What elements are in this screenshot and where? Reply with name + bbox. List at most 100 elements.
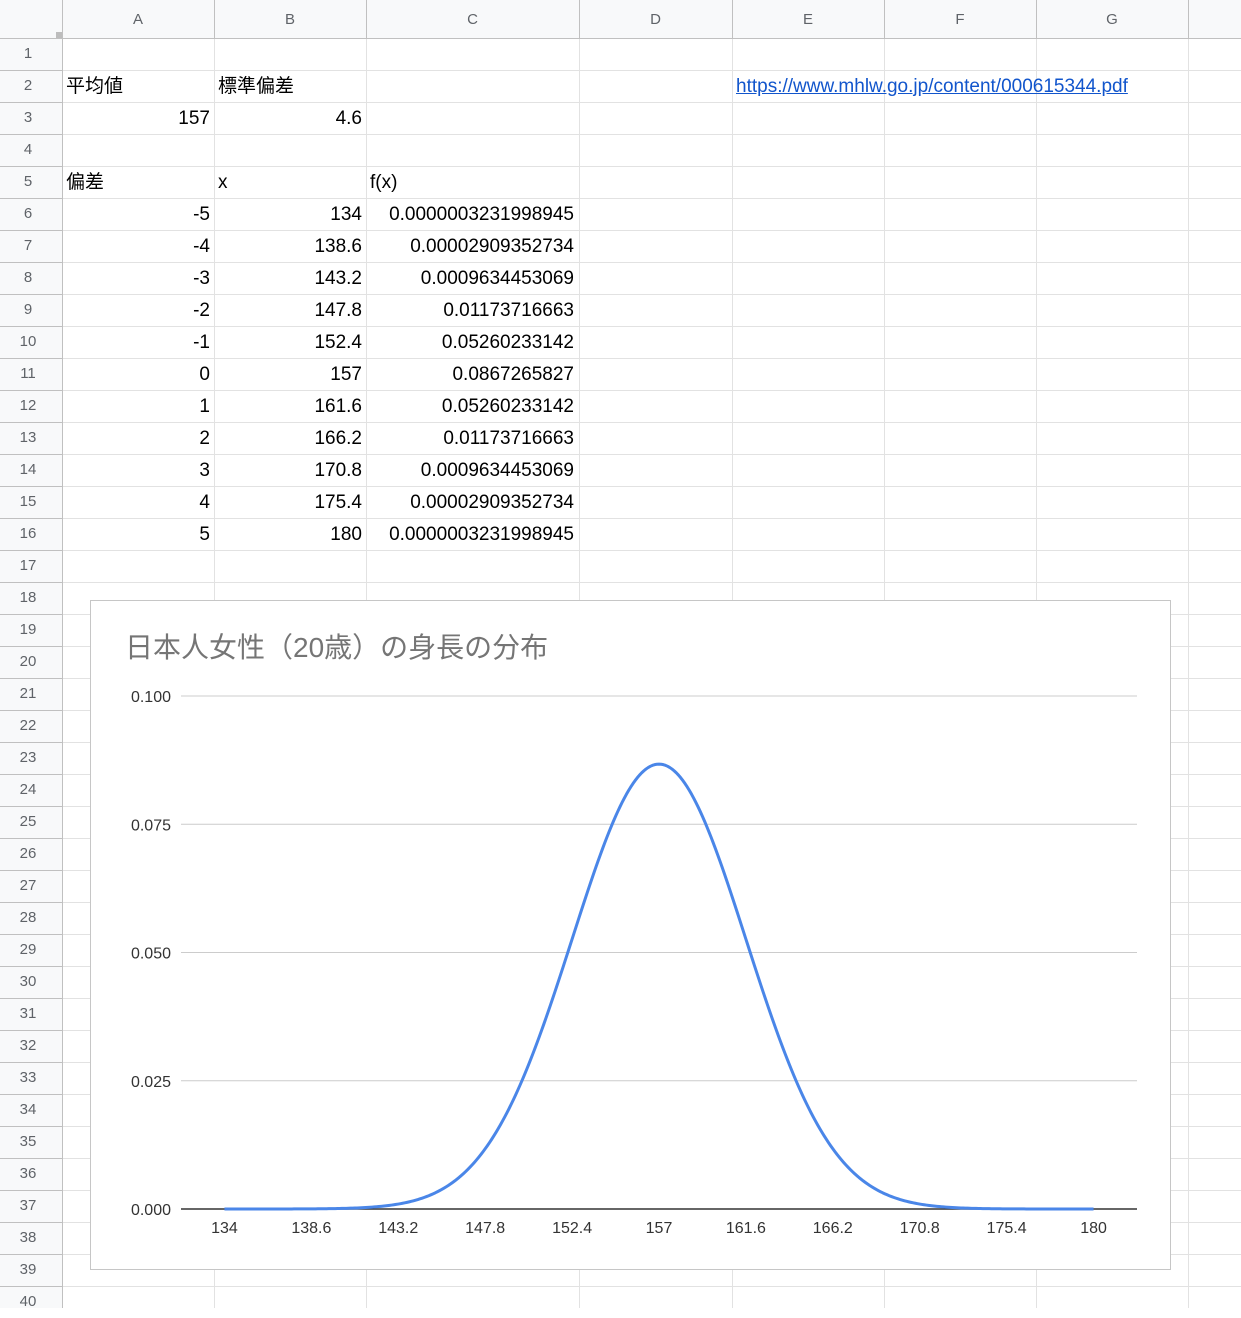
x-tick-label: 152.4 [552, 1220, 592, 1237]
cell-a5[interactable]: 偏差 [66, 172, 105, 193]
row-header-37[interactable]: 37 [19, 1197, 37, 1214]
cell-b9[interactable]: 147.8 [314, 300, 362, 321]
cell-a12[interactable]: 1 [199, 396, 210, 417]
cell-a11[interactable]: 0 [199, 364, 210, 385]
row-header-34[interactable]: 34 [19, 1101, 37, 1118]
cell-c9[interactable]: 0.01173716663 [443, 300, 574, 321]
y-tick-label: 0.050 [131, 946, 171, 963]
row-header-19[interactable]: 19 [19, 621, 37, 638]
cell-c8[interactable]: 0.0009634453069 [420, 268, 574, 289]
cell-a8[interactable]: -3 [193, 268, 210, 289]
row-header-17[interactable]: 17 [19, 557, 37, 574]
cell-c14[interactable]: 0.0009634453069 [420, 460, 574, 481]
row-header-6[interactable]: 6 [23, 205, 33, 222]
cell-c5[interactable]: f(x) [370, 172, 398, 193]
column-header-a[interactable]: A [132, 11, 143, 28]
row-header-28[interactable]: 28 [19, 909, 37, 926]
row-header-7[interactable]: 7 [23, 237, 33, 254]
row-header-21[interactable]: 21 [19, 685, 37, 702]
row-header-25[interactable]: 25 [19, 813, 37, 830]
row-header-10[interactable]: 10 [19, 333, 37, 350]
cell-a14[interactable]: 3 [199, 460, 210, 481]
x-tick-label: 166.2 [813, 1220, 853, 1237]
row-header-12[interactable]: 12 [19, 397, 37, 414]
x-tick-label: 134 [211, 1220, 238, 1237]
cell-a10[interactable]: -1 [193, 332, 210, 353]
cell-c16[interactable]: 0.0000003231998945 [389, 524, 574, 545]
row-header-5[interactable]: 5 [23, 173, 33, 190]
cell-c13[interactable]: 0.01173716663 [443, 428, 574, 449]
cell-b16[interactable]: 180 [330, 524, 362, 545]
row-header-31[interactable]: 31 [19, 1005, 37, 1022]
row-header-11[interactable]: 11 [20, 365, 36, 382]
row-header-33[interactable]: 33 [19, 1069, 37, 1086]
row-header-15[interactable]: 15 [19, 493, 37, 510]
cell-b11[interactable]: 157 [330, 364, 362, 385]
cell-a2[interactable]: 平均値 [66, 76, 124, 97]
cell-b6[interactable]: 134 [330, 204, 362, 225]
row-header-36[interactable]: 36 [19, 1165, 37, 1182]
row-header-3[interactable]: 3 [23, 109, 33, 126]
column-header-e[interactable]: E [802, 11, 813, 28]
column-header-f[interactable]: F [955, 11, 965, 28]
row-header-4[interactable]: 4 [23, 141, 33, 158]
cell-a13[interactable]: 2 [199, 428, 210, 449]
row-header-1[interactable]: 1 [23, 45, 33, 62]
x-tick-label: 147.8 [465, 1220, 505, 1237]
row-header-9[interactable]: 9 [23, 301, 33, 318]
row-header-13[interactable]: 13 [19, 429, 37, 446]
cell-b7[interactable]: 138.6 [314, 236, 362, 257]
row-header-39[interactable]: 39 [19, 1261, 37, 1278]
column-header-c[interactable]: C [467, 11, 478, 28]
row-header-38[interactable]: 38 [19, 1229, 37, 1246]
row-header-27[interactable]: 27 [19, 877, 37, 894]
row-header-40[interactable]: 40 [19, 1293, 37, 1310]
row-header-2[interactable]: 2 [23, 77, 33, 94]
row-header-18[interactable]: 18 [19, 589, 37, 606]
row-header-32[interactable]: 32 [19, 1037, 37, 1054]
cell-a7[interactable]: -4 [193, 236, 210, 257]
cell-b2[interactable]: 標準偏差 [218, 76, 295, 97]
row-header-29[interactable]: 29 [19, 941, 37, 958]
x-tick-label: 138.6 [291, 1220, 331, 1237]
cell-a16[interactable]: 5 [199, 524, 210, 545]
chart-title: 日本人女性（20歳）の身長の分布 [125, 632, 548, 663]
cell-b5[interactable]: x [218, 172, 228, 193]
cell-b8[interactable]: 143.2 [314, 268, 362, 289]
y-tick-label: 0.075 [131, 817, 171, 834]
column-header-g[interactable]: G [1106, 11, 1118, 28]
row-header-35[interactable]: 35 [19, 1133, 37, 1150]
x-tick-label: 143.2 [378, 1220, 418, 1237]
cell-c6[interactable]: 0.0000003231998945 [389, 204, 574, 225]
cell-e2-link[interactable]: https://www.mhlw.go.jp/content/000615344… [736, 76, 1128, 97]
cell-c10[interactable]: 0.05260233142 [441, 332, 574, 353]
cell-a3[interactable]: 157 [178, 108, 210, 129]
row-header-16[interactable]: 16 [19, 525, 37, 542]
x-tick-label: 175.4 [987, 1220, 1027, 1237]
column-header-b[interactable]: B [284, 11, 295, 28]
row-header-14[interactable]: 14 [19, 461, 37, 478]
cell-c11[interactable]: 0.0867265827 [452, 364, 574, 385]
cell-c12[interactable]: 0.05260233142 [441, 396, 574, 417]
row-header-23[interactable]: 23 [19, 749, 37, 766]
cell-b10[interactable]: 152.4 [314, 332, 362, 353]
row-header-24[interactable]: 24 [19, 781, 37, 798]
row-header-8[interactable]: 8 [23, 269, 33, 286]
cell-b15[interactable]: 175.4 [314, 492, 362, 513]
column-header-d[interactable]: D [650, 11, 661, 28]
row-header-22[interactable]: 22 [19, 717, 37, 734]
cell-c15[interactable]: 0.00002909352734 [410, 492, 574, 513]
cell-a15[interactable]: 4 [199, 492, 210, 513]
row-header-26[interactable]: 26 [19, 845, 37, 862]
cell-c7[interactable]: 0.00002909352734 [410, 236, 574, 257]
cell-b12[interactable]: 161.6 [314, 396, 362, 417]
line-chart[interactable]: 日本人女性（20歳）の身長の分布 0.000 0.025 0.050 0.075 0.1… [90, 600, 1171, 1270]
row-header-30[interactable]: 30 [19, 973, 37, 990]
cell-a6[interactable]: -5 [193, 204, 210, 225]
y-tick-label: 0.100 [131, 689, 171, 706]
cell-b14[interactable]: 170.8 [314, 460, 362, 481]
row-header-20[interactable]: 20 [19, 653, 37, 670]
cell-b13[interactable]: 166.2 [314, 428, 362, 449]
cell-a9[interactable]: -2 [193, 300, 210, 321]
cell-b3[interactable]: 4.6 [335, 108, 362, 129]
